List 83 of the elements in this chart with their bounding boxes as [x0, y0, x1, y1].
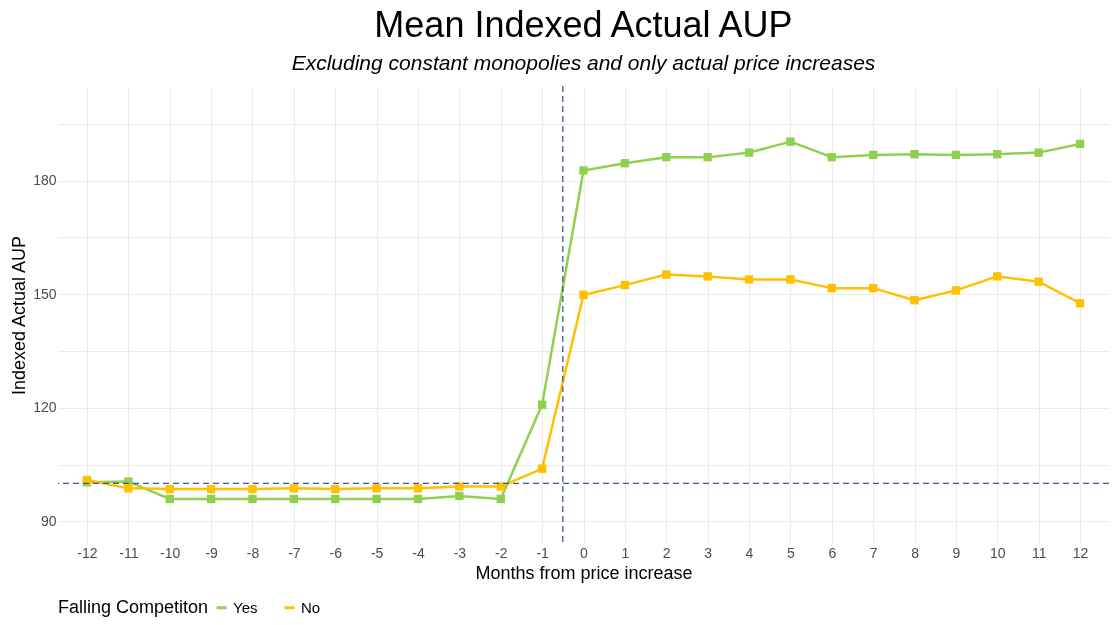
point [124, 484, 133, 493]
y-axis-title: Indexed Actual AUP [9, 235, 30, 396]
point [951, 286, 961, 295]
point [206, 494, 216, 504]
point [331, 484, 340, 494]
point [165, 484, 174, 494]
point [910, 296, 919, 305]
legend-label: No [301, 598, 321, 616]
point [868, 150, 878, 160]
x-tick-label: 6 [828, 544, 837, 561]
point [703, 272, 712, 281]
x-tick-label: -12 [77, 544, 98, 561]
point [206, 484, 216, 494]
point [993, 272, 1002, 281]
point [827, 283, 836, 293]
point [786, 137, 795, 146]
point [248, 484, 257, 494]
point [744, 275, 754, 284]
point [372, 494, 381, 504]
point [413, 494, 423, 504]
point [289, 484, 299, 493]
point [1075, 139, 1085, 149]
x-tick-label: 1 [621, 544, 630, 561]
y-tick-label: 180 [33, 172, 57, 189]
x-tick-label: -8 [246, 544, 260, 561]
x-tick-label: -11 [119, 544, 139, 561]
legend-label: Yes [233, 598, 258, 616]
x-tick-label: 2 [662, 544, 671, 561]
point [455, 482, 464, 491]
point [827, 152, 836, 162]
x-tick-label: 10 [989, 544, 1006, 561]
point [662, 152, 671, 162]
x-tick-label: 8 [911, 544, 920, 561]
point [620, 159, 630, 168]
x-tick-label: -9 [205, 544, 219, 561]
point [951, 150, 961, 160]
point [1075, 299, 1085, 308]
point [165, 494, 174, 504]
point [455, 491, 464, 501]
point [331, 494, 340, 504]
x-tick-label: 11 [1031, 544, 1047, 561]
x-tick-label: 9 [952, 544, 961, 561]
y-tick-label: 90 [40, 512, 57, 529]
chart-title: Mean Indexed Actual AUP [374, 4, 793, 46]
x-tick-label: -1 [536, 544, 550, 561]
point [868, 283, 878, 293]
point [620, 280, 630, 290]
point [703, 152, 712, 162]
point [372, 484, 381, 493]
x-tick-label: -2 [495, 544, 508, 561]
point [579, 166, 588, 175]
x-tick-label: -4 [412, 544, 425, 561]
point [786, 275, 795, 284]
x-tick-label: -7 [288, 544, 301, 561]
point [496, 494, 505, 504]
point [1034, 277, 1043, 286]
point [910, 149, 919, 159]
point [537, 400, 547, 409]
x-tick-label: 5 [786, 544, 795, 561]
x-tick-label: -5 [370, 544, 384, 561]
point [579, 290, 588, 300]
x-tick-label: -10 [160, 544, 181, 561]
x-tick-label: -3 [453, 544, 467, 561]
chart-subtitle: Excluding constant monopolies and only actual price increases [291, 51, 876, 75]
point [744, 148, 754, 157]
point [1034, 148, 1043, 157]
x-tick-label: 4 [745, 544, 754, 561]
point [496, 482, 505, 491]
x-tick-label: 3 [704, 544, 713, 561]
x-tick-label: 12 [1072, 544, 1089, 561]
point [662, 270, 671, 279]
x-axis-title: Months from price increase [475, 562, 693, 583]
point [993, 149, 1002, 159]
x-tick-label: 7 [869, 544, 878, 561]
point [413, 484, 423, 493]
point [289, 494, 299, 504]
y-tick-label: 150 [33, 285, 57, 302]
legend-title: Falling Competiton [58, 597, 209, 617]
point [537, 464, 547, 473]
x-tick-label: -6 [329, 544, 343, 561]
point [248, 494, 257, 504]
x-tick-label: 0 [580, 544, 589, 561]
y-tick-label: 120 [33, 399, 57, 416]
